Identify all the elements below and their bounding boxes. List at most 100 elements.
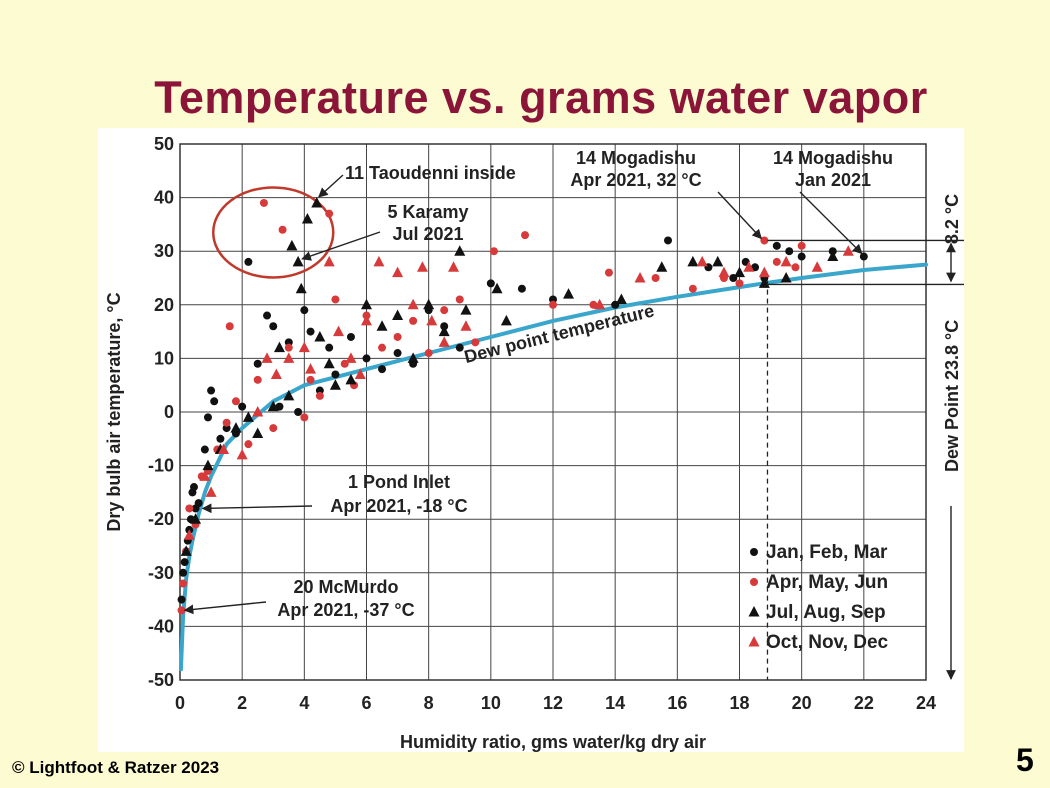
data-point bbox=[177, 606, 186, 615]
data-point bbox=[345, 373, 357, 385]
data-point bbox=[331, 370, 340, 379]
data-point bbox=[687, 255, 699, 267]
data-point bbox=[236, 448, 248, 460]
data-point bbox=[244, 257, 253, 266]
grid-lines bbox=[179, 143, 927, 681]
data-point bbox=[325, 209, 334, 218]
dew-point-label-bg bbox=[938, 285, 964, 506]
data-point bbox=[589, 300, 598, 309]
data-point bbox=[333, 325, 345, 337]
data-point bbox=[376, 320, 388, 331]
data-point bbox=[791, 263, 800, 272]
data-point bbox=[311, 196, 323, 208]
data-point bbox=[438, 325, 450, 337]
data-point bbox=[354, 368, 366, 379]
data-point bbox=[859, 252, 868, 261]
data-point bbox=[594, 298, 606, 310]
data-point bbox=[253, 359, 262, 368]
data-point bbox=[292, 255, 304, 267]
x-tick-label: 16 bbox=[667, 693, 687, 713]
data-point bbox=[278, 225, 287, 234]
data-point bbox=[199, 470, 211, 481]
data-point bbox=[811, 261, 823, 272]
y-tick-label: 40 bbox=[154, 188, 174, 208]
data-point bbox=[205, 486, 217, 497]
data-point bbox=[517, 284, 526, 293]
data-point bbox=[521, 231, 530, 240]
legend-entry: Jan, Feb, Mar bbox=[766, 542, 888, 563]
data-point bbox=[373, 255, 385, 267]
y-tick-label: 0 bbox=[164, 402, 174, 422]
data-point bbox=[842, 245, 854, 256]
annotation-mcmurdo-line2: Apr 2021, -37 °C bbox=[277, 600, 414, 620]
annotation-mogadishu-jan-line1: 14 Mogadishu bbox=[773, 148, 893, 168]
data-point bbox=[323, 357, 335, 369]
data-point bbox=[177, 595, 186, 604]
data-point bbox=[300, 306, 309, 315]
data-point bbox=[748, 636, 760, 647]
data-point bbox=[267, 400, 279, 412]
data-point bbox=[407, 298, 419, 310]
x-tick-label: 24 bbox=[916, 693, 936, 713]
data-point bbox=[760, 236, 769, 245]
arrow-mogadishu-apr bbox=[717, 191, 763, 240]
y-tick-label: 10 bbox=[154, 348, 174, 368]
data-point bbox=[549, 300, 557, 309]
arrow-mcmurdo bbox=[183, 601, 267, 615]
highlight-circle bbox=[212, 186, 335, 279]
data-point bbox=[448, 261, 460, 272]
y-tick-label: 30 bbox=[154, 241, 174, 261]
data-point bbox=[634, 272, 646, 283]
x-tick-label: 18 bbox=[729, 693, 749, 713]
data-point bbox=[416, 261, 428, 272]
data-point bbox=[409, 316, 418, 325]
data-point bbox=[179, 579, 188, 588]
data-point bbox=[392, 309, 404, 321]
slide-title: Temperature vs. grams water vapor bbox=[154, 72, 928, 123]
data-point bbox=[734, 266, 745, 278]
x-tick-label: 20 bbox=[792, 693, 812, 713]
x-tick-label: 6 bbox=[361, 693, 371, 713]
data-point bbox=[455, 343, 464, 352]
data-point bbox=[489, 247, 498, 256]
data-point bbox=[269, 322, 278, 331]
y-tick-label: -50 bbox=[148, 670, 174, 690]
data-point bbox=[298, 341, 310, 353]
data-point bbox=[242, 411, 254, 422]
data-point bbox=[780, 272, 792, 283]
data-point bbox=[216, 434, 225, 443]
annotation-taoudenni: 11 Taoudenni inside bbox=[345, 163, 516, 183]
data-point bbox=[222, 418, 231, 427]
data-point bbox=[651, 274, 660, 282]
data-point bbox=[362, 354, 371, 363]
x-tick-label: 0 bbox=[175, 693, 185, 713]
annotation-8-2-c: 8.2 °C bbox=[942, 194, 962, 244]
y-tick-label: 20 bbox=[154, 295, 174, 315]
data-point bbox=[361, 298, 372, 310]
data-point bbox=[750, 578, 758, 586]
data-point bbox=[183, 529, 195, 540]
x-tick-label: 8 bbox=[424, 693, 434, 713]
data-point bbox=[225, 322, 234, 331]
data-point bbox=[295, 282, 307, 294]
y-axis-title: Dry bulb air temperature, °C bbox=[104, 292, 124, 531]
data-point bbox=[180, 558, 189, 567]
copyright-notice: © Lightfoot & Ratzer 2023 bbox=[12, 758, 220, 777]
data-point bbox=[471, 338, 480, 347]
data-point bbox=[696, 255, 708, 267]
data-point bbox=[378, 343, 387, 352]
data-point bbox=[785, 247, 794, 256]
y-tick-label: -10 bbox=[148, 456, 174, 476]
data-point bbox=[263, 311, 272, 320]
slide-number: 5 bbox=[1016, 742, 1034, 778]
data-point bbox=[301, 213, 313, 224]
annotation-dew-point-23-8: Dew Point 23.8 °C bbox=[942, 320, 962, 472]
data-point bbox=[270, 368, 282, 379]
legend-entry: Apr, May, Jun bbox=[766, 572, 888, 593]
legend-entry: Jul, Aug, Sep bbox=[766, 602, 886, 623]
data-point bbox=[252, 406, 264, 417]
annotation-karamy-line2: Jul 2021 bbox=[392, 224, 463, 244]
annotation-mogadishu-apr-line1: 14 Mogadishu bbox=[576, 148, 696, 168]
data-point bbox=[772, 257, 781, 266]
data-point bbox=[203, 413, 212, 422]
